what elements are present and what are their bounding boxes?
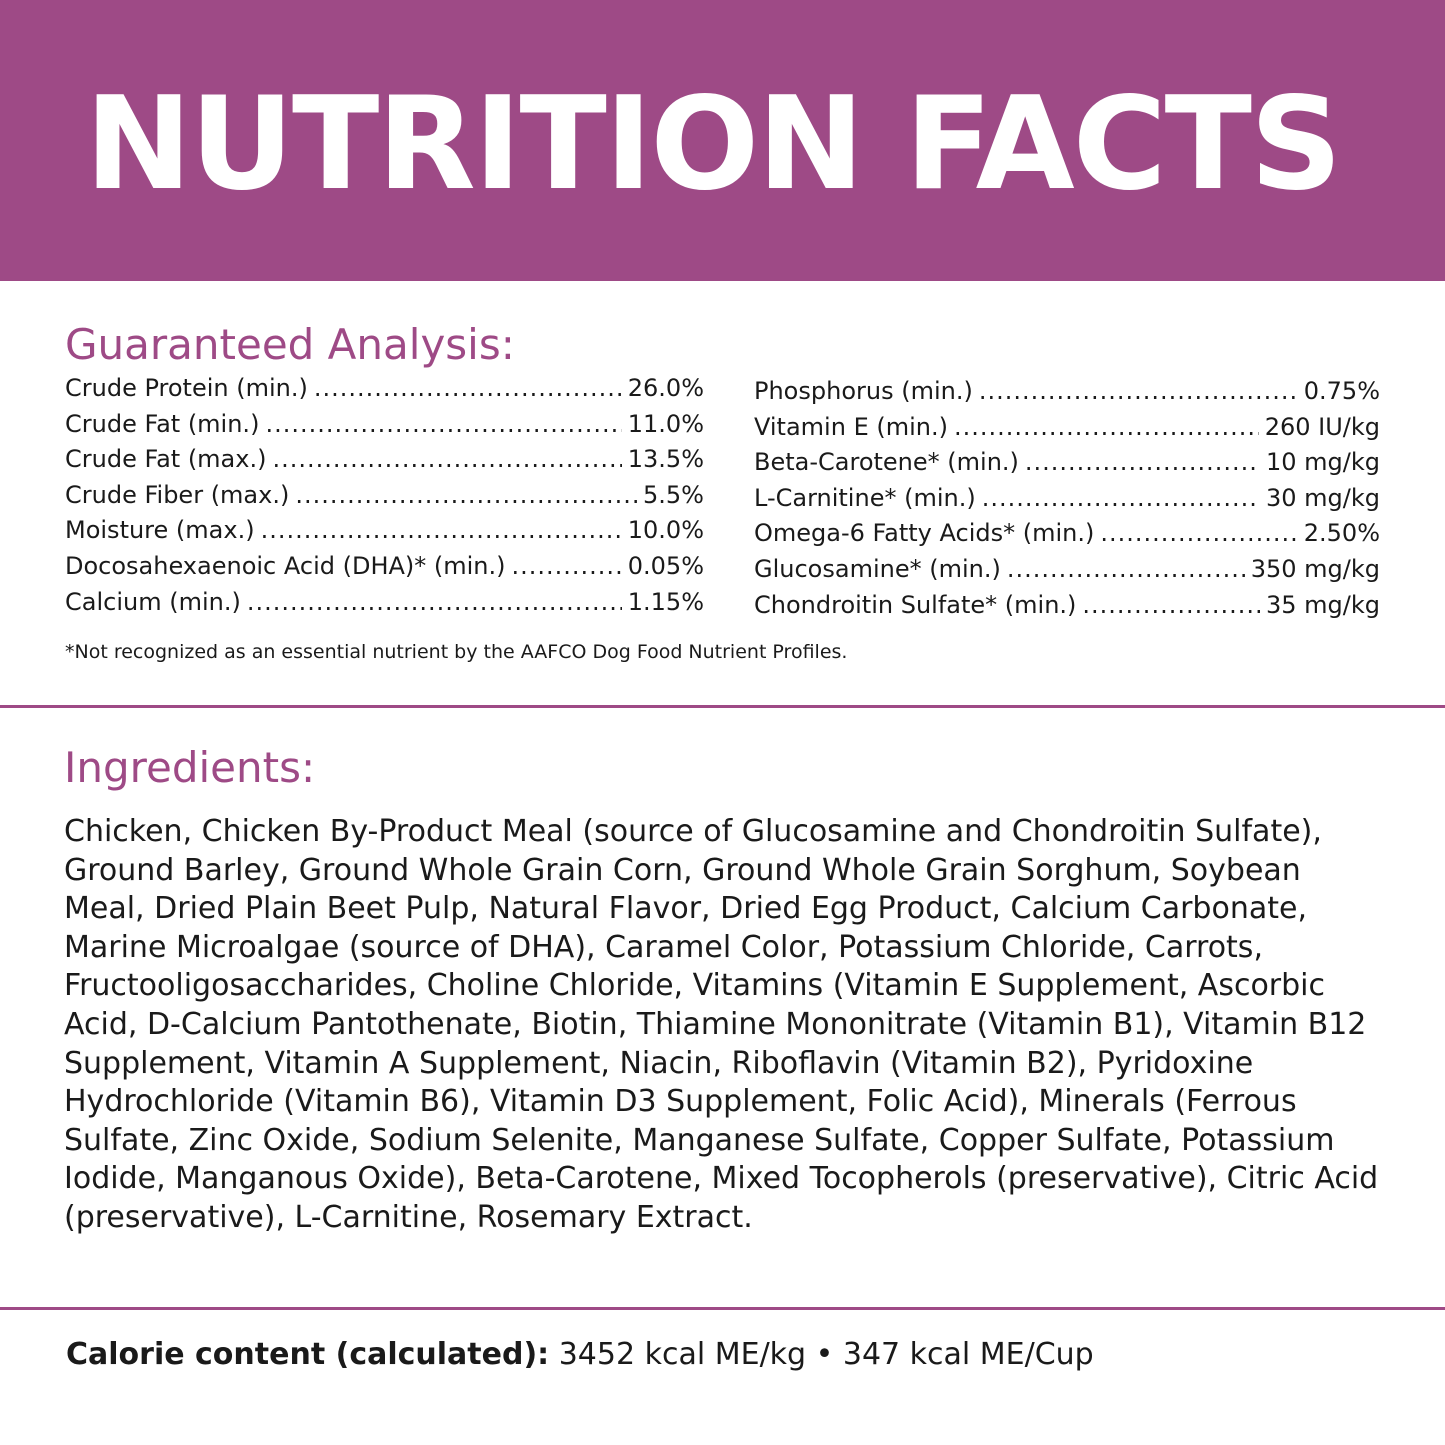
guaranteed-analysis-title: Guaranteed Analysis: (65, 320, 515, 369)
analysis-row: Chondroitin Sulfate* (min.) 35 mg/kg (754, 588, 1380, 624)
dot-leader (1100, 516, 1297, 552)
nutrient-value: 350 mg/kg (1250, 554, 1380, 583)
dot-leader (247, 585, 622, 621)
dot-leader (1025, 445, 1260, 481)
dot-leader (1082, 588, 1260, 624)
nutrient-name: Moisture (max.) (65, 516, 255, 545)
nutrient-name: Crude Fat (min.) (65, 409, 260, 438)
nutrient-value: 10 mg/kg (1266, 448, 1380, 477)
dot-leader (979, 374, 1298, 410)
dot-leader (272, 442, 621, 478)
nutrient-name: Beta-Carotene* (min.) (754, 448, 1019, 477)
nutrient-value: 26.0% (627, 374, 704, 402)
analysis-row: L-Carnitine* (min.) 30 mg/kg (754, 481, 1380, 517)
analysis-row: Crude Fiber (max.) 5.5% (65, 478, 704, 514)
analysis-row: Crude Fat (max.) 13.5% (65, 442, 704, 478)
nutrient-value: 11.0% (627, 409, 704, 438)
nutrient-value: 1.15% (627, 587, 704, 616)
page-title: NUTRITION FACTS (84, 70, 1342, 219)
nutrient-value: 0.05% (627, 551, 704, 580)
nutrient-name: Crude Protein (min.) (65, 374, 308, 402)
nutrient-name: Chondroitin Sulfate* (min.) (754, 590, 1077, 619)
guaranteed-analysis-left-column: Crude Protein (min.) 26.0% Crude Fat (mi… (65, 371, 704, 620)
dot-leader (982, 481, 1260, 517)
nutrient-name: Crude Fat (max.) (65, 445, 267, 474)
analysis-row: Moisture (max.) 10.0% (65, 513, 704, 549)
nutrient-value: 35 mg/kg (1266, 590, 1380, 619)
dot-leader (295, 478, 637, 514)
ingredients-title: Ingredients: (64, 743, 316, 792)
section-divider (0, 705, 1445, 708)
calorie-label: Calorie content (calculated): (66, 1337, 550, 1372)
nutrient-name: Omega-6 Fatty Acids* (min.) (754, 519, 1095, 548)
analysis-row: Docosahexaenoic Acid (DHA)* (min.) 0.05% (65, 549, 704, 585)
nutrient-name: Vitamin E (min.) (754, 412, 948, 441)
nutrient-name: Phosphorus (min.) (754, 377, 973, 405)
nutrient-value: 13.5% (627, 445, 704, 474)
analysis-row: Calcium (min.) 1.15% (65, 585, 704, 621)
nutrient-value: 260 IU/kg (1264, 412, 1380, 441)
dot-leader (261, 513, 622, 549)
analysis-row: Crude Protein (min.) 26.0% (65, 371, 704, 407)
calorie-value: 3452 kcal ME/kg • 347 kcal ME/Cup (558, 1337, 1094, 1372)
nutrient-name: Crude Fiber (max.) (65, 480, 290, 509)
section-divider (0, 1307, 1445, 1310)
dot-leader (314, 371, 622, 407)
nutrient-value: 0.75% (1303, 377, 1380, 405)
nutrient-name: Glucosamine* (min.) (754, 554, 1001, 583)
nutrient-value: 2.50% (1303, 519, 1380, 548)
aafco-footnote: *Not recognized as an essential nutrient… (65, 641, 848, 663)
analysis-row: Beta-Carotene* (min.) 10 mg/kg (754, 445, 1380, 481)
dot-leader (1007, 552, 1245, 588)
analysis-row: Crude Fat (min.) 11.0% (65, 407, 704, 443)
nutrient-name: L-Carnitine* (min.) (754, 483, 976, 512)
analysis-row: Vitamin E (min.) 260 IU/kg (754, 410, 1380, 446)
dot-leader (512, 549, 622, 585)
dot-leader (265, 407, 621, 443)
calorie-content: Calorie content (calculated): 3452 kcal … (66, 1334, 1094, 1376)
nutrient-value: 30 mg/kg (1266, 483, 1380, 512)
analysis-row: Glucosamine* (min.) 350 mg/kg (754, 552, 1380, 588)
nutrient-value: 5.5% (643, 480, 704, 509)
ingredients-list: Chicken, Chicken By-Product Meal (source… (64, 814, 1379, 1235)
nutrient-name: Calcium (min.) (65, 587, 241, 616)
guaranteed-analysis-right-column: Phosphorus (min.) 0.75% Vitamin E (min.)… (754, 374, 1380, 623)
nutrient-name: Docosahexaenoic Acid (DHA)* (min.) (65, 551, 506, 580)
header-banner: NUTRITION FACTS (0, 0, 1445, 281)
nutrient-value: 10.0% (627, 516, 704, 545)
analysis-row: Omega-6 Fatty Acids* (min.) 2.50% (754, 516, 1380, 552)
analysis-row: Phosphorus (min.) 0.75% (754, 374, 1380, 410)
dot-leader (954, 410, 1259, 446)
